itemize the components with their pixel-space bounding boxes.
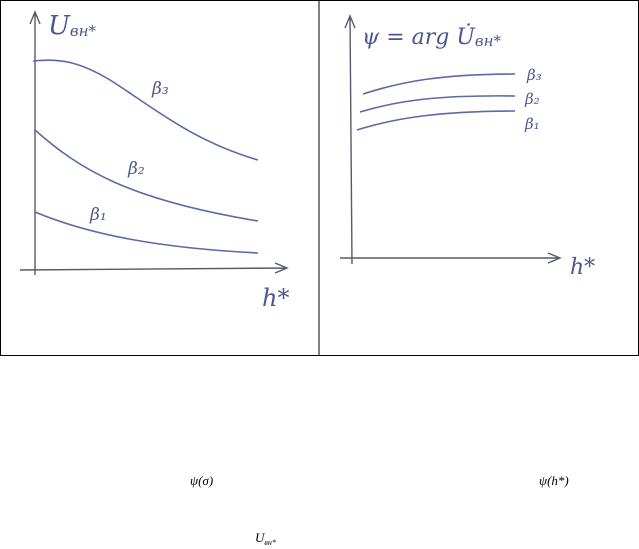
formula: ψ(σ) <box>190 473 213 488</box>
axis-title: ψ = arg U̇вн* <box>362 24 502 50</box>
text: вн* <box>475 32 502 50</box>
curve <box>34 129 259 222</box>
curve-label: β₂ <box>524 90 540 108</box>
text: U <box>48 11 71 41</box>
right-sketch: ψ = arg U̇вн* β₃ β₂ β₁ h* <box>340 14 595 280</box>
text: вн* <box>70 22 97 40</box>
x-label: h* <box>262 284 289 312</box>
curve-label: β₃ <box>151 79 169 99</box>
curve-label: β₁ <box>524 115 540 133</box>
formula: ψ(h*) <box>539 473 569 488</box>
curve <box>362 73 516 95</box>
curve <box>32 59 259 161</box>
text: U <box>255 530 266 545</box>
left-sketch: Uвн* β₃ β₂ β₁ h* <box>19 10 289 312</box>
text: ψ = arg U̇ <box>362 24 476 50</box>
y-axis <box>344 14 356 265</box>
curve-label: β₁ <box>89 205 107 225</box>
y-axis <box>29 10 41 275</box>
curve <box>356 110 516 131</box>
curve-label: β₃ <box>526 66 542 84</box>
text: вн* <box>264 538 275 547</box>
x-axis <box>19 262 289 274</box>
formula: Uвн* <box>255 530 276 547</box>
x-label: h* <box>570 255 595 280</box>
curve <box>34 211 259 254</box>
curve <box>359 95 516 113</box>
curve-label: β₂ <box>127 159 145 179</box>
x-axis <box>340 252 562 264</box>
axis-title: Uвн* <box>48 11 97 41</box>
